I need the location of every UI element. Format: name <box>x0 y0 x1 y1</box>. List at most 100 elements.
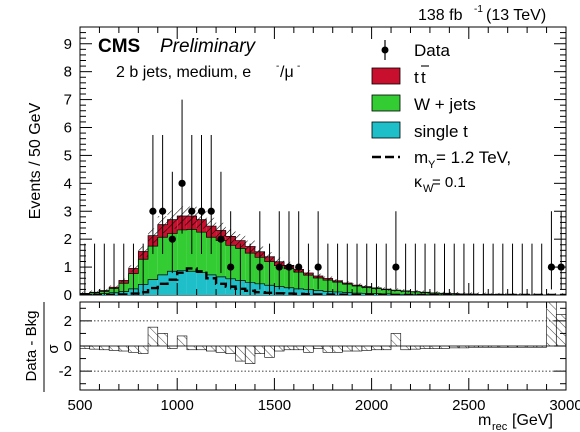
bottom-plot-area <box>80 302 566 372</box>
legend-signal-sub: Y <box>428 159 436 171</box>
legend-entry-single-t: single t <box>371 121 468 141</box>
x-tick-label: 3000 <box>549 397 580 414</box>
top-y-tick-label: 4 <box>64 175 72 192</box>
data-point <box>547 263 556 271</box>
pull-bar <box>138 345 149 354</box>
pull-bar <box>225 345 236 354</box>
lumi-value: 138 fb <box>418 7 463 24</box>
data-point <box>197 207 206 215</box>
bottom-y-tick-label: -2 <box>59 363 72 380</box>
legend-ttbar-swatch <box>371 67 401 85</box>
energy-label: (13 TeV) <box>486 7 546 24</box>
pull-bar <box>555 314 566 347</box>
single-t-bar <box>206 274 217 295</box>
pull-bar <box>99 345 110 351</box>
pull-bar <box>147 326 159 347</box>
pull-bar <box>342 345 353 352</box>
pull-bar <box>381 345 392 351</box>
top-y-tick-label: 8 <box>64 64 72 81</box>
pull-bar <box>312 345 324 349</box>
pull-bar <box>419 345 431 349</box>
pull-bar <box>108 345 120 351</box>
pull-bar <box>186 345 197 351</box>
x-tick-label: 500 <box>67 397 92 414</box>
x-tick-label: 1500 <box>258 397 291 414</box>
selection-label: 2 b jets, medium, e - /μ - <box>116 61 300 81</box>
legend-single-t-label: single t <box>414 122 468 141</box>
pull-bar <box>371 345 382 351</box>
wjets-bar <box>206 237 217 275</box>
pull-bar <box>157 333 168 347</box>
legend: Data t t W + jets single t m Y = 1.2 TeV… <box>371 40 511 195</box>
x-axis-title: m rec [GeV] <box>478 412 553 432</box>
single-t-bar <box>254 283 265 295</box>
data-point <box>217 235 225 243</box>
data-point <box>188 207 196 215</box>
pull-bar <box>439 345 450 349</box>
selection-mu: /μ <box>280 64 294 81</box>
wjets-bar <box>148 246 158 280</box>
single-t-bar <box>284 287 294 295</box>
top-y-tick-label: 7 <box>64 92 72 109</box>
legend-kappa-symbol: κ <box>414 174 423 191</box>
top-plot-area <box>80 99 566 295</box>
legend-wjets-swatch <box>371 94 401 112</box>
wjets-bar <box>177 229 187 271</box>
single-t-bar <box>216 276 226 295</box>
selection-exp-mu: - <box>297 61 300 72</box>
legend-entry-signal: m Y = 1.2 TeV, <box>372 148 511 171</box>
data-point <box>392 263 400 271</box>
data-point <box>285 263 293 271</box>
data-point <box>149 207 157 215</box>
legend-data-marker <box>381 46 389 54</box>
pull-bar <box>322 345 334 353</box>
x-axis-title-m: m <box>478 412 491 429</box>
selection-text: 2 b jets, medium, e <box>116 64 251 81</box>
bottom-y-axis-title: Data - Bkg σ <box>23 302 62 392</box>
legend-wjets-label: W + jets <box>414 95 476 114</box>
pull-bar <box>244 345 256 364</box>
pull-bar <box>429 345 440 349</box>
data-point <box>159 207 167 215</box>
top-y-tick-label: 5 <box>64 147 72 164</box>
pull-bar <box>390 333 402 347</box>
top-y-tick-label: 2 <box>64 231 72 248</box>
data-point <box>178 179 186 187</box>
x-tick-label: 1000 <box>161 397 194 414</box>
data-point <box>168 235 176 243</box>
legend-kappa-sub: W <box>423 183 434 195</box>
data-point <box>314 263 322 271</box>
top-axes: 0 1 2 3 4 5 6 7 8 9 <box>64 26 567 304</box>
top-y-tick-label: 3 <box>64 203 72 220</box>
legend-kappa-rest: = 0.1 <box>432 174 466 191</box>
bottom-y-tick-label: 2 <box>64 313 72 330</box>
pull-bar <box>118 345 129 352</box>
pull-bar <box>293 345 304 351</box>
pull-bar <box>264 345 275 358</box>
pull-bar <box>283 345 295 351</box>
x-tick-label: 2000 <box>355 397 388 414</box>
pull-bar <box>235 345 246 362</box>
top-y-axis-title: Events / 50 GeV <box>27 102 44 219</box>
pull-bar <box>400 345 411 351</box>
legend-signal-m: m <box>414 148 428 167</box>
top-y-tick-label: 1 <box>64 259 72 276</box>
pull-bar <box>176 335 188 347</box>
cms-status: Preliminary <box>160 36 257 57</box>
data-point <box>295 263 303 271</box>
pull-bar <box>332 345 343 353</box>
single-t-bar <box>293 288 304 295</box>
wjets-bar <box>391 290 401 295</box>
selection-exp-e: - <box>276 61 279 72</box>
pull-bar <box>274 345 285 352</box>
wjets-bar <box>157 237 168 275</box>
legend-data-label: Data <box>414 41 450 60</box>
single-t-bar <box>313 290 323 295</box>
pull-bar <box>215 345 227 353</box>
top-y-tick-label: 6 <box>64 120 72 137</box>
data-point <box>207 207 215 215</box>
legend-ttbar-label-t1: t <box>414 68 419 87</box>
